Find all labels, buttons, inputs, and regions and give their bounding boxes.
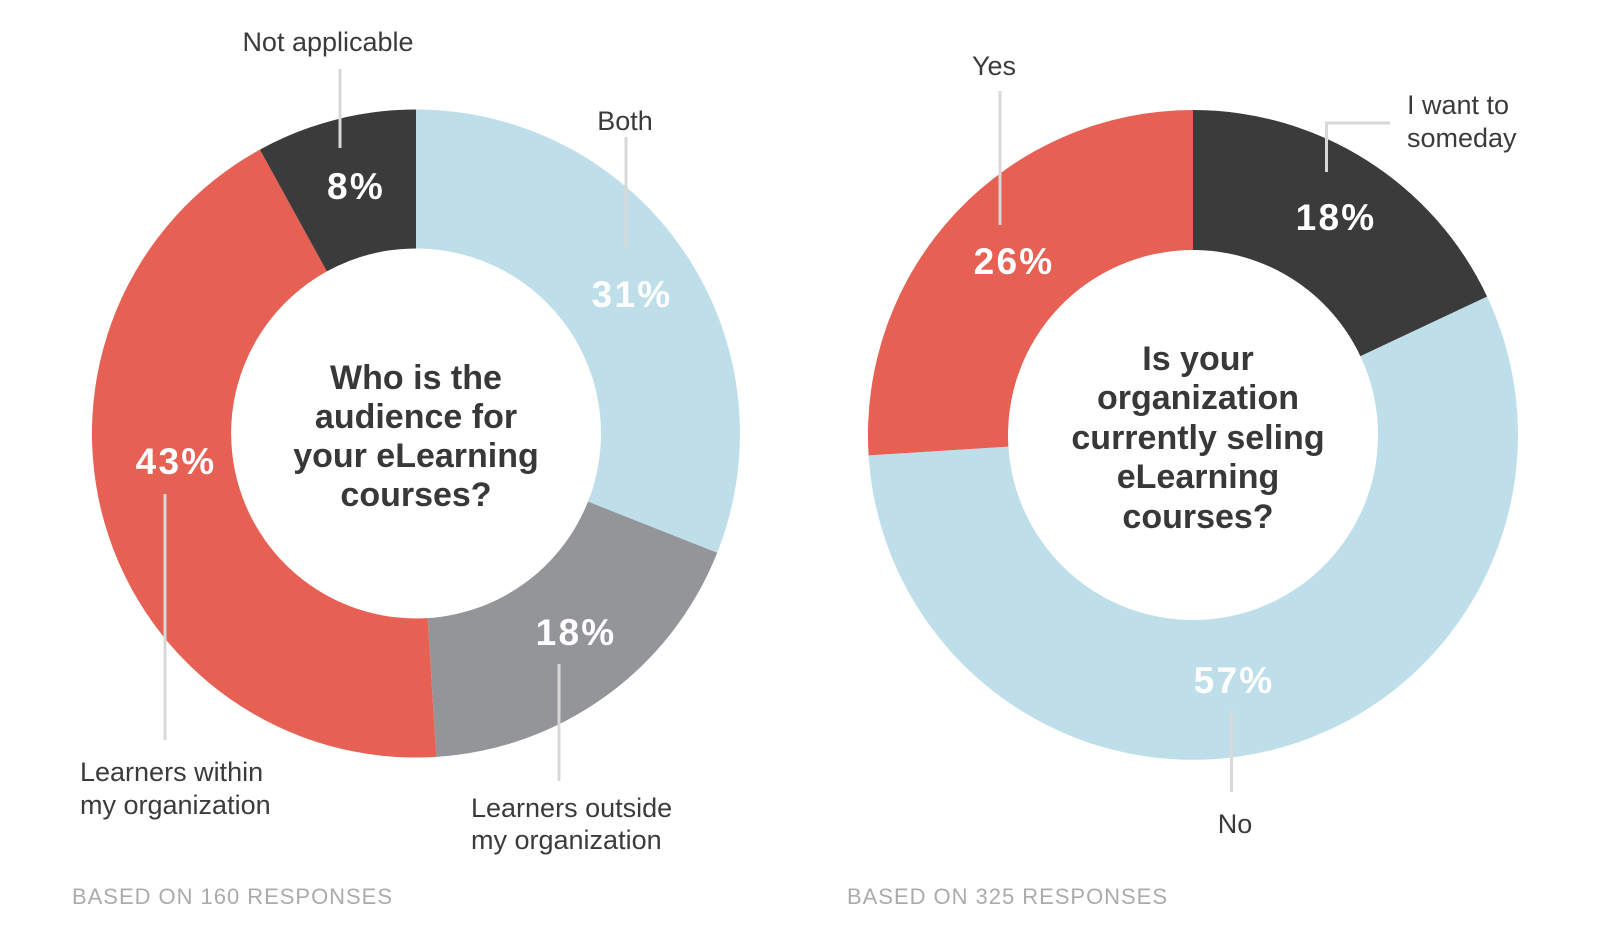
svg-text:Who is the: Who is the: [330, 359, 502, 397]
svg-text:BASED ON 325 RESPONSES: BASED ON 325 RESPONSES: [847, 884, 1167, 909]
svg-text:Both: Both: [597, 106, 653, 136]
svg-text:8%: 8%: [327, 166, 385, 207]
svg-text:31%: 31%: [592, 274, 673, 315]
svg-text:courses?: courses?: [1122, 498, 1273, 536]
svg-text:eLearning: eLearning: [1117, 458, 1279, 496]
svg-text:currently seling: currently seling: [1071, 419, 1324, 457]
svg-text:audience for: audience for: [315, 398, 517, 436]
svg-text:26%: 26%: [974, 241, 1055, 282]
svg-text:I want to: I want to: [1407, 90, 1509, 120]
svg-text:BASED ON 160 RESPONSES: BASED ON 160 RESPONSES: [72, 884, 392, 909]
svg-text:18%: 18%: [536, 612, 617, 653]
svg-text:Not applicable: Not applicable: [242, 27, 413, 57]
svg-text:43%: 43%: [136, 441, 217, 482]
svg-text:courses?: courses?: [340, 476, 491, 514]
svg-text:my organization: my organization: [471, 825, 662, 855]
svg-text:No: No: [1218, 809, 1253, 839]
svg-text:my organization: my organization: [80, 790, 271, 820]
svg-text:Learners outside: Learners outside: [471, 793, 672, 823]
svg-text:your eLearning: your eLearning: [293, 437, 539, 475]
svg-text:Yes: Yes: [972, 51, 1016, 81]
svg-text:Learners within: Learners within: [80, 757, 263, 787]
svg-text:Is your: Is your: [1142, 340, 1253, 378]
svg-text:57%: 57%: [1194, 660, 1275, 701]
svg-text:someday: someday: [1407, 123, 1517, 153]
svg-text:organization: organization: [1097, 379, 1299, 417]
svg-text:18%: 18%: [1296, 197, 1377, 238]
